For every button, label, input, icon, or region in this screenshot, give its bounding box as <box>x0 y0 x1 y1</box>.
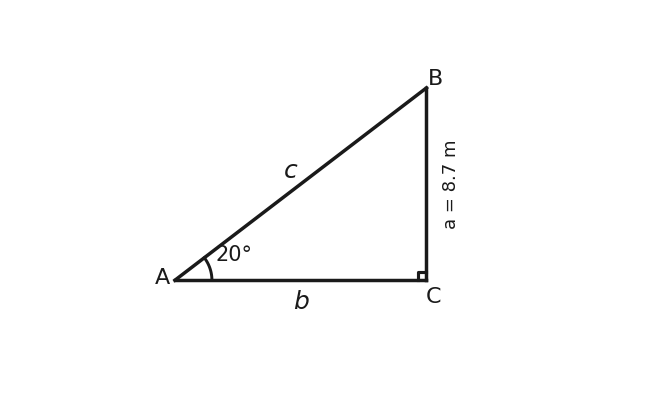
Text: b: b <box>293 290 309 314</box>
Text: C: C <box>426 287 441 307</box>
Text: A: A <box>154 268 170 288</box>
Text: 20°: 20° <box>215 245 253 265</box>
Text: c: c <box>284 159 297 183</box>
Text: a = 8.7 m: a = 8.7 m <box>442 139 460 229</box>
Text: B: B <box>428 69 444 89</box>
